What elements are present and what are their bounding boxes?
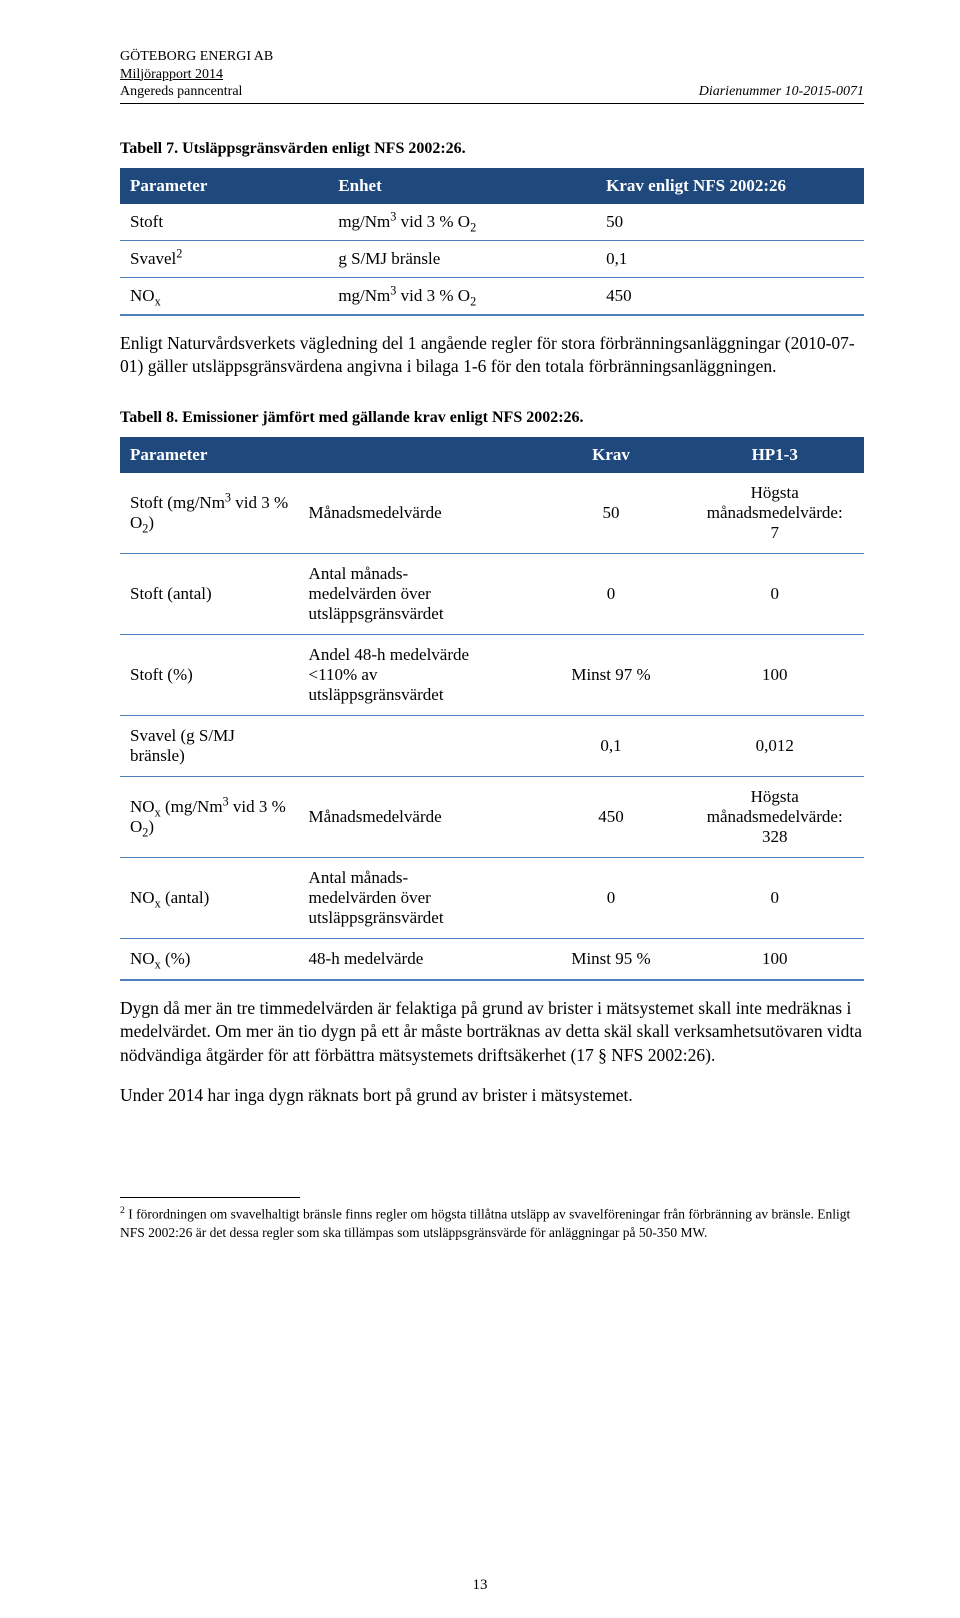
footnote-text: I förordningen om svavelhaltigt bränsle … [120, 1207, 850, 1240]
table-row: Stoft (mg/Nm3 vid 3 % O2) Månadsmedelvär… [120, 473, 864, 554]
footnote: 2 I förordningen om svavelhaltigt bränsl… [120, 1204, 864, 1242]
table-row: Stoft (%) Andel 48-h medelvärde<110% avu… [120, 634, 864, 715]
t8-r2-c1: Stoft (%) [120, 634, 299, 715]
t8-r5-c4: 0 [685, 857, 864, 938]
t7-r1-param: Svavel2 [120, 240, 328, 277]
header-company: GÖTEBORG ENERGI AB [120, 48, 273, 66]
table8-head-param: Parameter [120, 437, 299, 473]
t8-r5-c1: NOx (antal) [120, 857, 299, 938]
table8-head-blank [299, 437, 537, 473]
page-header: GÖTEBORG ENERGI AB Miljörapport 2014 Ang… [120, 48, 864, 104]
t8-r4-c1: NOx (mg/Nm3 vid 3 % O2) [120, 776, 299, 857]
table-row: Stoft mg/Nm3 vid 3 % O2 50 [120, 204, 864, 241]
t8-r1-c3: 0 [537, 553, 686, 634]
t8-r6-c3: Minst 95 % [537, 938, 686, 980]
t8-r2-c3: Minst 97 % [537, 634, 686, 715]
t8-r1-c2: Antal månads-medelvärden överutsläppsgrä… [299, 553, 537, 634]
table8: Parameter Krav HP1-3 Stoft (mg/Nm3 vid 3… [120, 437, 864, 981]
table7-caption: Tabell 7. Utsläppsgränsvärden enligt NFS… [120, 140, 864, 158]
page-number: 13 [0, 1577, 960, 1594]
t8-r1-c1: Stoft (antal) [120, 553, 299, 634]
para-after-t8-2: Under 2014 har inga dygn räknats bort på… [120, 1084, 864, 1108]
table-row: Svavel (g S/MJbränsle) 0,1 0,012 [120, 715, 864, 776]
t7-r2-param: NOx [120, 277, 328, 315]
para-after-t7: Enligt Naturvårdsverkets vägledning del … [120, 332, 864, 379]
t7-r0-enhet: mg/Nm3 vid 3 % O2 [328, 204, 596, 241]
t8-r3-c3: 0,1 [537, 715, 686, 776]
t8-r6-c1: NOx (%) [120, 938, 299, 980]
t8-r6-c2: 48-h medelvärde [299, 938, 537, 980]
table-row: NOx (mg/Nm3 vid 3 % O2) Månadsmedelvärde… [120, 776, 864, 857]
table7-head-param: Parameter [120, 168, 328, 204]
t7-r2-enhet: mg/Nm3 vid 3 % O2 [328, 277, 596, 315]
para-after-t8-1: Dygn då mer än tre timmedelvärden är fel… [120, 997, 864, 1068]
t8-r2-c2: Andel 48-h medelvärde<110% avutsläppsgrä… [299, 634, 537, 715]
t8-r2-c4: 100 [685, 634, 864, 715]
t8-r0-c3: 50 [537, 473, 686, 554]
t7-r1-krav: 0,1 [596, 240, 864, 277]
t8-r4-c4: Högstamånadsmedelvärde:328 [685, 776, 864, 857]
footnote-separator [120, 1197, 300, 1198]
t8-r6-c4: 100 [685, 938, 864, 980]
table-row: NOx (%) 48-h medelvärde Minst 95 % 100 [120, 938, 864, 980]
t8-r4-c2: Månadsmedelvärde [299, 776, 537, 857]
table8-head-hp: HP1-3 [685, 437, 864, 473]
t7-r0-krav: 50 [596, 204, 864, 241]
t7-r0-param: Stoft [120, 204, 328, 241]
t8-r3-c2 [299, 715, 537, 776]
table7: Parameter Enhet Krav enligt NFS 2002:26 … [120, 168, 864, 316]
table-row: NOx (antal) Antal månads-medelvärden öve… [120, 857, 864, 938]
t8-r5-c2: Antal månads-medelvärden överutsläppsgrä… [299, 857, 537, 938]
t8-r5-c3: 0 [537, 857, 686, 938]
header-site: Angereds panncentral [120, 83, 242, 101]
table7-head-krav: Krav enligt NFS 2002:26 [596, 168, 864, 204]
table-row: Svavel2 g S/MJ bränsle 0,1 [120, 240, 864, 277]
t8-r0-c2: Månadsmedelvärde [299, 473, 537, 554]
table8-caption: Tabell 8. Emissioner jämfört med gälland… [120, 409, 864, 427]
table-row: NOx mg/Nm3 vid 3 % O2 450 [120, 277, 864, 315]
t8-r3-c1: Svavel (g S/MJbränsle) [120, 715, 299, 776]
t7-r1-enhet: g S/MJ bränsle [328, 240, 596, 277]
table-row: Stoft (antal) Antal månads-medelvärden ö… [120, 553, 864, 634]
header-report: Miljörapport 2014 [120, 66, 223, 84]
t8-r0-c1: Stoft (mg/Nm3 vid 3 % O2) [120, 473, 299, 554]
t8-r0-c4: Högstamånadsmedelvärde:7 [685, 473, 864, 554]
t8-r4-c3: 450 [537, 776, 686, 857]
t7-r2-krav: 450 [596, 277, 864, 315]
table7-head-enhet: Enhet [328, 168, 596, 204]
t8-r1-c4: 0 [685, 553, 864, 634]
header-diarie: Diarienummer 10-2015-0071 [699, 83, 864, 101]
table8-head-krav: Krav [537, 437, 686, 473]
page: GÖTEBORG ENERGI AB Miljörapport 2014 Ang… [0, 0, 960, 1618]
t8-r3-c4: 0,012 [685, 715, 864, 776]
